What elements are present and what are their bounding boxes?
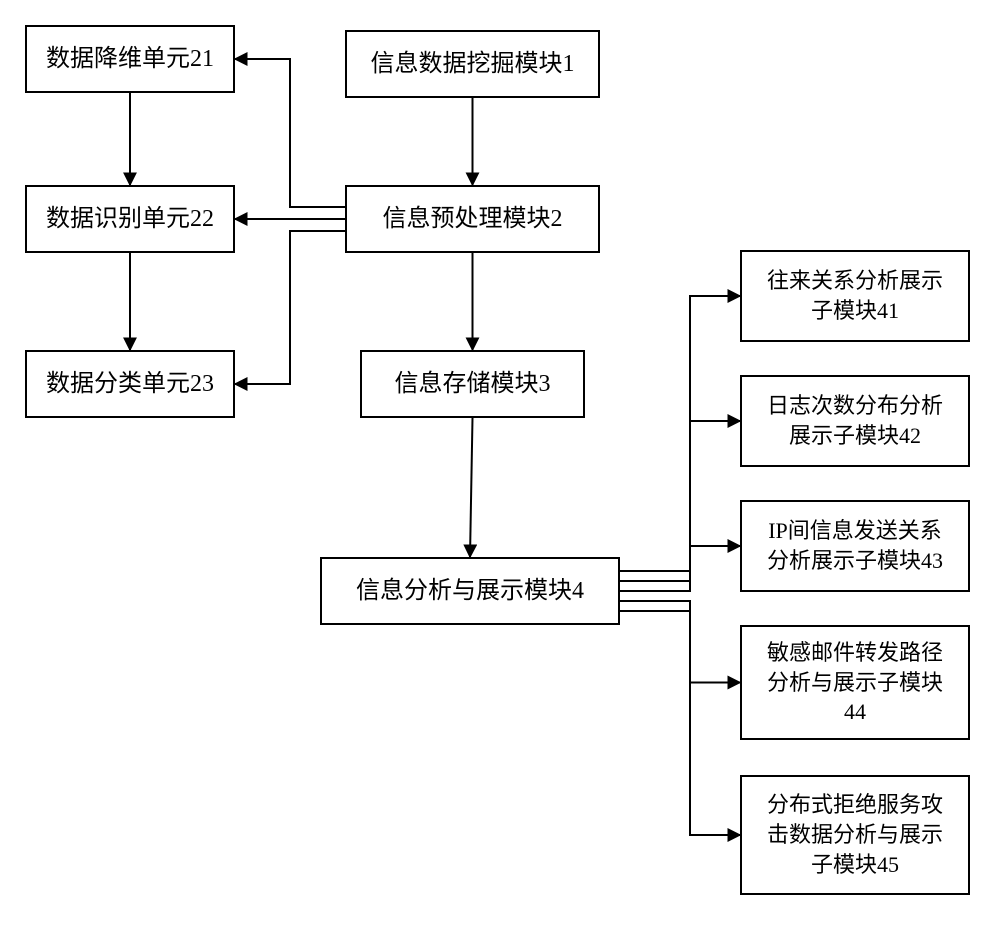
- node-sub-sensitive-mail: 敏感邮件转发路径 分析与展示子模块 44: [740, 625, 970, 740]
- node-label: IP间信息发送关系 分析展示子模块43: [767, 516, 943, 575]
- node-dim-reduction: 数据降维单元21: [25, 25, 235, 93]
- node-label: 往来关系分析展示 子模块41: [767, 266, 943, 325]
- node-sub-logcount: 日志次数分布分析 展示子模块42: [740, 375, 970, 467]
- node-info-analysis: 信息分析与展示模块4: [320, 557, 620, 625]
- node-data-classify: 数据分类单元23: [25, 350, 235, 418]
- node-label: 数据分类单元23: [46, 368, 214, 400]
- node-label: 信息数据挖掘模块1: [371, 48, 575, 80]
- node-data-recognition: 数据识别单元22: [25, 185, 235, 253]
- node-label: 信息存储模块3: [395, 368, 551, 400]
- node-info-preprocess: 信息预处理模块2: [345, 185, 600, 253]
- node-sub-relation: 往来关系分析展示 子模块41: [740, 250, 970, 342]
- node-label: 敏感邮件转发路径 分析与展示子模块 44: [767, 638, 943, 727]
- node-label: 数据识别单元22: [46, 203, 214, 235]
- node-label: 分布式拒绝服务攻 击数据分析与展示 子模块45: [767, 790, 943, 879]
- node-info-storage: 信息存储模块3: [360, 350, 585, 418]
- node-label: 信息分析与展示模块4: [356, 575, 584, 607]
- node-label: 信息预处理模块2: [383, 203, 563, 235]
- node-label: 数据降维单元21: [46, 43, 214, 75]
- node-sub-ipinfo: IP间信息发送关系 分析展示子模块43: [740, 500, 970, 592]
- node-label: 日志次数分布分析 展示子模块42: [767, 391, 943, 450]
- node-sub-ddos: 分布式拒绝服务攻 击数据分析与展示 子模块45: [740, 775, 970, 895]
- node-info-mining: 信息数据挖掘模块1: [345, 30, 600, 98]
